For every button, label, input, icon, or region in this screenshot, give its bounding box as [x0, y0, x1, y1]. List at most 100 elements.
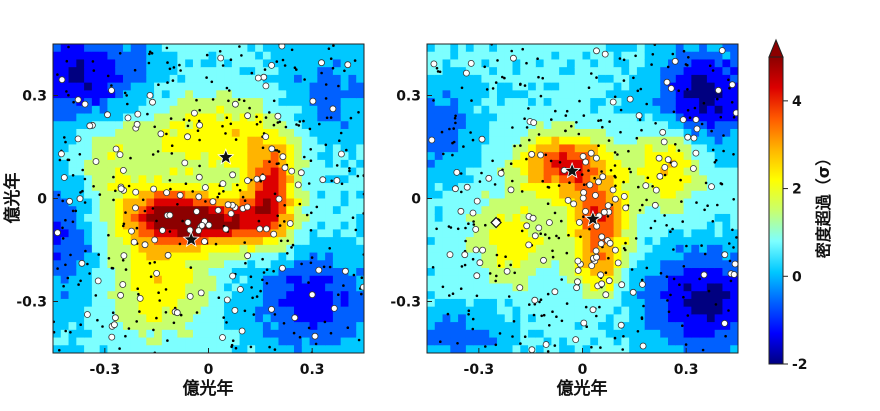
galaxy-dot: [309, 159, 313, 162]
heatmap-cell: [309, 283, 318, 292]
galaxy-dot: [550, 118, 553, 121]
heatmap-cell: [722, 268, 731, 277]
galaxy-dot: [261, 257, 264, 261]
galaxy-dot: [255, 295, 259, 298]
galaxy-dot: [278, 120, 282, 124]
heatmap-cell: [154, 213, 163, 223]
heatmap-cell: [200, 44, 210, 53]
galaxy-dot: [58, 158, 62, 162]
heatmap-cell: [535, 128, 545, 138]
heatmap-cell: [294, 229, 303, 238]
heatmap-cell: [270, 159, 280, 169]
heatmap-cell: [434, 298, 444, 308]
heatmap-cell: [309, 190, 318, 200]
heatmap-cell: [644, 136, 654, 146]
heatmap-cell: [644, 144, 654, 153]
heatmap-cell: [146, 105, 155, 115]
heatmap-cell: [278, 206, 287, 215]
galaxy-dot: [478, 180, 482, 183]
galaxy-dot: [565, 109, 569, 113]
heatmap-cell: [247, 314, 256, 323]
heatmap-cell: [652, 105, 661, 115]
heatmap-cell: [76, 244, 85, 254]
galaxy-circle: [652, 186, 660, 194]
heatmap-cell: [520, 51, 529, 61]
heatmap-cell: [216, 244, 225, 254]
heatmap-cell: [675, 221, 685, 230]
heatmap-cell: [442, 213, 451, 223]
heatmap-cell: [332, 206, 342, 215]
heatmap-cell: [239, 283, 248, 292]
heatmap-cell: [706, 67, 716, 76]
galaxy-circle: [593, 154, 600, 162]
heatmap-cell: [224, 113, 233, 122]
heatmap-cell: [107, 136, 116, 146]
galaxy-circle: [224, 201, 232, 209]
galaxy-dot: [331, 66, 335, 70]
heatmap-cell: [535, 213, 545, 223]
heatmap-cell: [652, 206, 661, 215]
heatmap-cell: [161, 283, 171, 292]
heatmap-cell: [668, 128, 677, 138]
star-marker: [563, 161, 581, 179]
heatmap-cell: [644, 252, 654, 261]
heatmap-cell: [122, 229, 132, 238]
heatmap-cell: [130, 229, 140, 238]
galaxy-dot: [114, 189, 117, 193]
heatmap-cell: [332, 198, 342, 207]
heatmap-cell: [301, 198, 311, 207]
heatmap-cell: [465, 221, 475, 230]
heatmap-cell: [278, 213, 287, 223]
heatmap-cell: [551, 306, 560, 315]
heatmap-cell: [185, 51, 194, 61]
heatmap-cell: [450, 198, 459, 207]
heatmap-cell: [332, 67, 342, 76]
galaxy-dot: [324, 97, 328, 100]
galaxy-circle: [537, 151, 544, 159]
heatmap-cell: [177, 74, 186, 84]
heatmap-cell: [683, 329, 692, 339]
heatmap-cell: [613, 306, 622, 315]
heatmap-cell: [551, 213, 560, 223]
heatmap-cell: [605, 59, 615, 68]
heatmap-cell: [325, 322, 334, 331]
heatmap-cell: [465, 244, 475, 254]
galaxy-circle: [728, 81, 736, 89]
galaxy-dot: [273, 348, 277, 351]
galaxy-dot: [686, 63, 689, 67]
heatmap-cell: [200, 167, 210, 176]
heatmap-cell: [566, 59, 576, 68]
heatmap-cell: [294, 136, 303, 146]
galaxy-dot: [539, 232, 542, 235]
heatmap-cell: [294, 190, 303, 200]
heatmap-cell: [278, 291, 287, 300]
heatmap-cell: [574, 221, 584, 230]
heatmap-cell: [107, 268, 116, 277]
galaxy-dot: [553, 344, 557, 347]
heatmap-cell: [332, 159, 342, 169]
heatmap-cell: [107, 98, 116, 107]
heatmap-cell: [706, 98, 716, 107]
heatmap-cell: [231, 198, 241, 207]
heatmap-cell: [730, 298, 738, 308]
heatmap-cell: [582, 183, 591, 192]
galaxy-dot: [640, 278, 644, 282]
heatmap-cell: [481, 275, 490, 285]
heatmap-cell: [177, 136, 186, 146]
galaxy-dot: [536, 57, 539, 60]
heatmap-cell: [192, 322, 202, 331]
heatmap-cell: [107, 183, 116, 192]
heatmap-cell: [598, 198, 607, 207]
heatmap-cell: [636, 337, 646, 346]
heatmap-cell: [60, 213, 70, 223]
heatmap-cell: [434, 44, 444, 53]
heatmap-cell: [231, 275, 241, 285]
heatmap-cell: [169, 206, 179, 215]
heatmap-cell: [722, 152, 731, 161]
heatmap-cell: [699, 90, 708, 99]
galaxy-dot: [151, 153, 155, 156]
heatmap-cell: [668, 198, 677, 207]
heatmap-cell: [68, 345, 77, 353]
heatmap-cell: [652, 229, 661, 238]
galaxy-circle: [659, 128, 667, 136]
